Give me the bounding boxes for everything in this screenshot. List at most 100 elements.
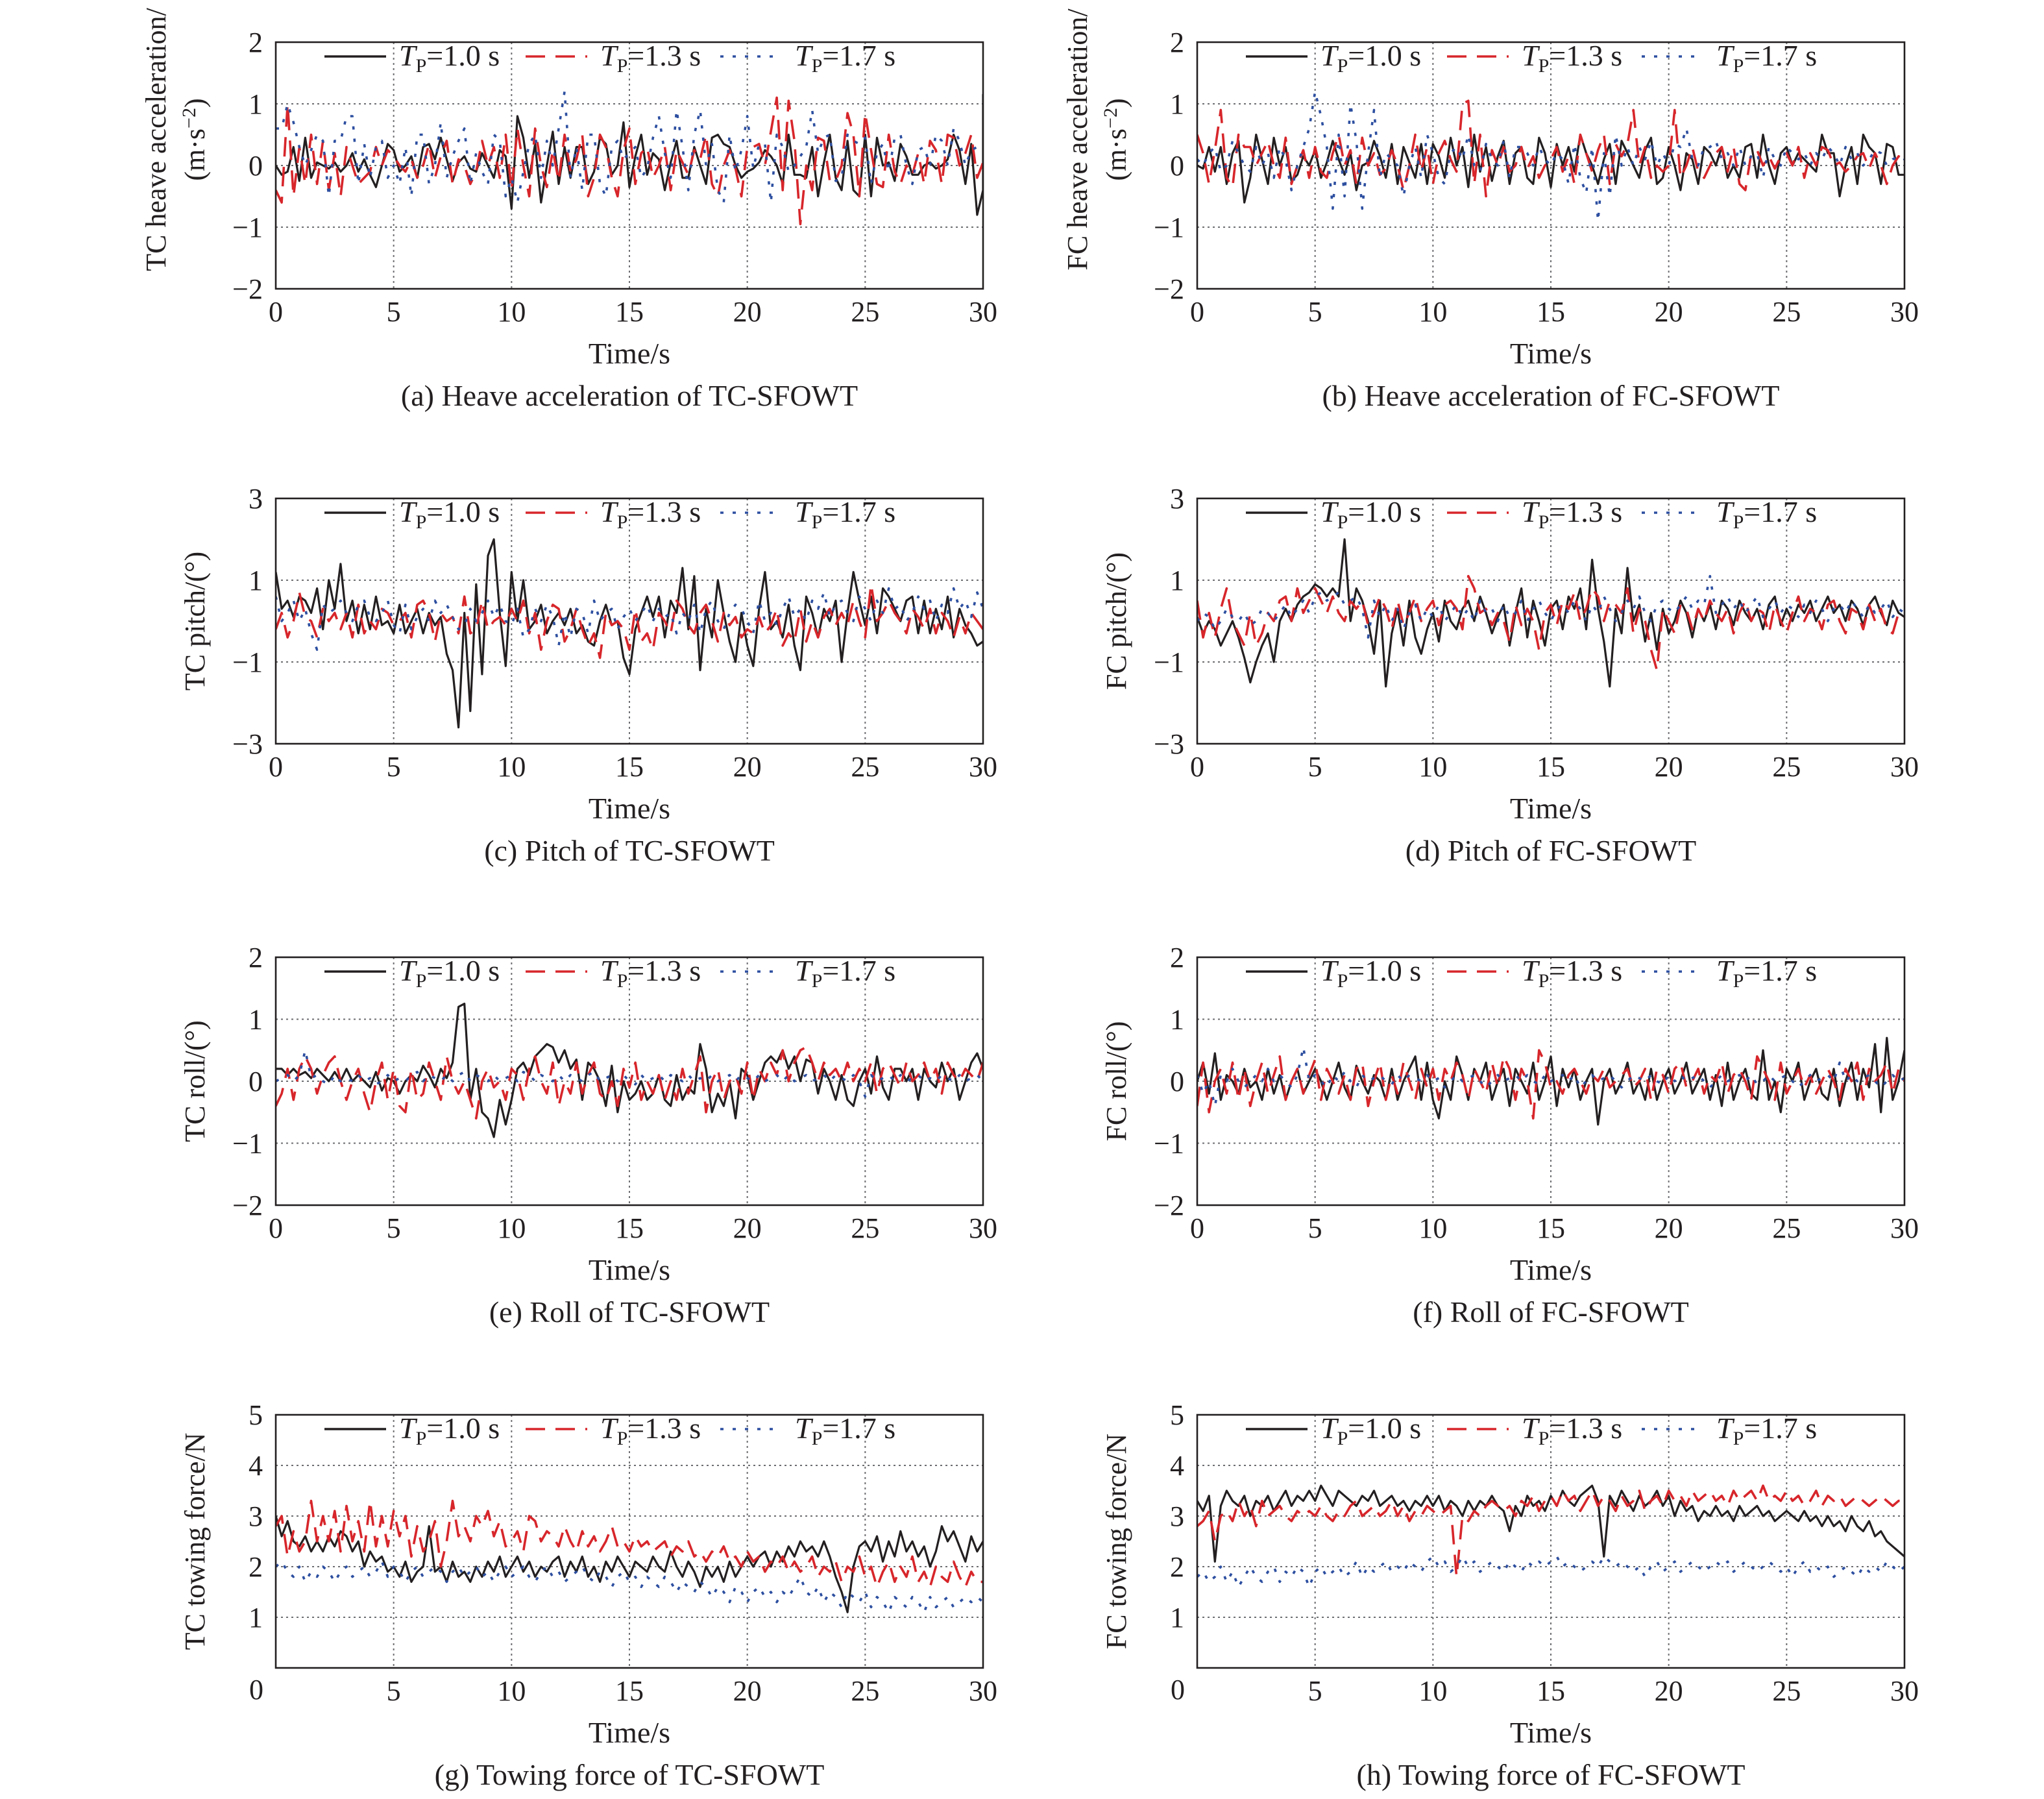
- legend-symbol: T: [1320, 39, 1339, 72]
- x-tick-label: 20: [1655, 1675, 1683, 1707]
- y-axis-unit: (m·s−2): [1100, 98, 1132, 180]
- legend-subscript: P: [812, 511, 823, 533]
- series-line-tp13: [276, 96, 983, 226]
- legend-subscript: P: [617, 1428, 628, 1449]
- x-tick-label: 30: [969, 1212, 997, 1244]
- panel-caption: (a) Heave acceleration of TC-SFOWT: [401, 379, 858, 412]
- legend-symbol: T: [600, 1412, 619, 1445]
- y-tick-label: 5: [1170, 1399, 1184, 1431]
- y-unit-text: ): [1101, 98, 1132, 108]
- y-tick-label: 2: [1170, 1551, 1184, 1583]
- panel-g: TP=1.0 s TP=1.3 s TP=1.7 s5 10 15 20 25 3005432…: [179, 1399, 997, 1791]
- legend-subscript: P: [617, 511, 628, 533]
- legend-symbol: T: [399, 1412, 418, 1445]
- legend-label-tp13: TP=1.3 s: [600, 954, 701, 992]
- x-tick-label: 15: [1537, 751, 1565, 783]
- legend-value: =1.3 s: [627, 954, 701, 987]
- x-tick-label: 30: [1890, 1212, 1919, 1244]
- legend-value: =1.0 s: [1348, 495, 1421, 528]
- legend-label-tp13: TP=1.3 s: [600, 1412, 701, 1449]
- x-tick-label: 25: [1772, 751, 1801, 783]
- legend-symbol: T: [399, 39, 418, 72]
- legend-value: =1.7 s: [822, 495, 895, 528]
- panel-caption: (b) Heave acceleration of FC-SFOWT: [1322, 379, 1779, 412]
- legend-symbol: T: [1716, 39, 1735, 72]
- legend: TP=1.0 s TP=1.3 s TP=1.7 s: [1246, 495, 1817, 533]
- panel-a: TP=1.0 s TP=1.3 s TP=1.7 s0 5 10 15 20 25 30210−…: [140, 7, 997, 412]
- x-tick-label: 25: [1772, 1675, 1801, 1707]
- x-tick-label: 15: [1537, 296, 1565, 328]
- y-tick-label: 3: [249, 483, 263, 515]
- legend-label-tp13: TP=1.3 s: [600, 495, 701, 533]
- y-tick-label: 3: [249, 1500, 263, 1532]
- legend-symbol: T: [600, 39, 619, 72]
- legend-subscript: P: [1539, 1428, 1550, 1449]
- x-tick-label: 10: [1418, 296, 1447, 328]
- y-axis-label: TC roll/(°): [179, 1020, 211, 1142]
- y-tick-label: 0: [249, 1066, 263, 1097]
- legend-symbol: T: [1320, 495, 1339, 528]
- legend-value: =1.3 s: [627, 1412, 701, 1445]
- legend: TP=1.0 s TP=1.3 s TP=1.7 s: [324, 495, 895, 533]
- x-tick-label: 10: [497, 1212, 526, 1244]
- x-tick-label: 10: [1418, 1212, 1447, 1244]
- legend-symbol: T: [795, 495, 814, 528]
- x-tick-label: 10: [1418, 1675, 1447, 1707]
- series-line-tp10: [276, 1002, 983, 1138]
- legend-symbol: T: [795, 1412, 814, 1445]
- x-axis-label: Time/s: [589, 1253, 670, 1286]
- y-tick-label: 1: [249, 1004, 263, 1036]
- x-tick-label: 15: [615, 296, 644, 328]
- legend-label-tp10: TP=1.0 s: [399, 39, 500, 77]
- legend-label-tp17: TP=1.7 s: [795, 954, 895, 992]
- x-tick-label: 30: [1890, 751, 1919, 783]
- legend-subscript: P: [1337, 970, 1348, 992]
- y-tick-label: 5: [249, 1399, 263, 1431]
- y-tick-label: 2: [249, 942, 263, 973]
- x-tick-label: 0: [269, 296, 283, 328]
- x-tick-label: 5: [387, 1212, 401, 1244]
- legend-symbol: T: [1716, 495, 1735, 528]
- panel-caption: (g) Towing force of TC-SFOWT: [435, 1758, 825, 1791]
- series-line-tp13: [1197, 99, 1904, 198]
- legend-value: =1.3 s: [1549, 495, 1622, 528]
- x-tick-label: 25: [1772, 1212, 1801, 1244]
- y-tick-label: 0: [1170, 1066, 1184, 1097]
- series-line-tp13: [276, 1499, 983, 1588]
- legend-symbol: T: [1522, 39, 1540, 72]
- legend-value: =1.0 s: [426, 39, 500, 72]
- y-axis-label: TC heave acceleration/: [140, 7, 172, 271]
- origin-tick-label: 0: [1171, 1674, 1185, 1706]
- y-axis-label: FC pitch/(°): [1101, 552, 1132, 690]
- legend-symbol: T: [600, 954, 619, 987]
- y-tick-label: 3: [1170, 1500, 1184, 1532]
- y-tick-label: 0: [249, 150, 263, 182]
- legend-subscript: P: [1733, 511, 1744, 533]
- legend-label-tp13: TP=1.3 s: [1522, 954, 1622, 992]
- panel-c: TP=1.0 s TP=1.3 s TP=1.7 s0 5 10 15 20 25 3031−1…: [179, 483, 997, 867]
- legend-label-tp10: TP=1.0 s: [399, 954, 500, 992]
- plot-frame: [1196, 497, 1906, 745]
- legend-symbol: T: [1522, 954, 1540, 987]
- y-tick-label: 1: [1170, 88, 1184, 120]
- x-tick-label: 0: [269, 751, 283, 783]
- y-axis-label: FC towing force/N: [1101, 1434, 1132, 1649]
- x-tick-label: 5: [387, 751, 401, 783]
- x-tick-label: 20: [733, 1675, 762, 1707]
- legend-subscript: P: [1337, 1428, 1348, 1449]
- legend-value: =1.7 s: [1744, 954, 1817, 987]
- legend-symbol: T: [1522, 495, 1540, 528]
- legend-label-tp13: TP=1.3 s: [1522, 1412, 1622, 1449]
- legend-value: =1.7 s: [822, 39, 895, 72]
- legend-symbol: T: [1320, 954, 1339, 987]
- x-tick-label: 20: [733, 1212, 762, 1244]
- legend-subscript: P: [1539, 970, 1550, 992]
- legend-label-tp17: TP=1.7 s: [795, 495, 895, 533]
- legend-label-tp10: TP=1.0 s: [1320, 39, 1421, 77]
- x-tick-label: 25: [851, 296, 879, 328]
- x-axis-label: Time/s: [1510, 1716, 1592, 1749]
- x-axis-label: Time/s: [1510, 1253, 1592, 1286]
- x-tick-label: 20: [1655, 1212, 1683, 1244]
- panel-h: TP=1.0 s TP=1.3 s TP=1.7 s5 10 15 20 25 3005432…: [1101, 1399, 1919, 1791]
- legend: TP=1.0 s TP=1.3 s TP=1.7 s: [324, 1412, 895, 1449]
